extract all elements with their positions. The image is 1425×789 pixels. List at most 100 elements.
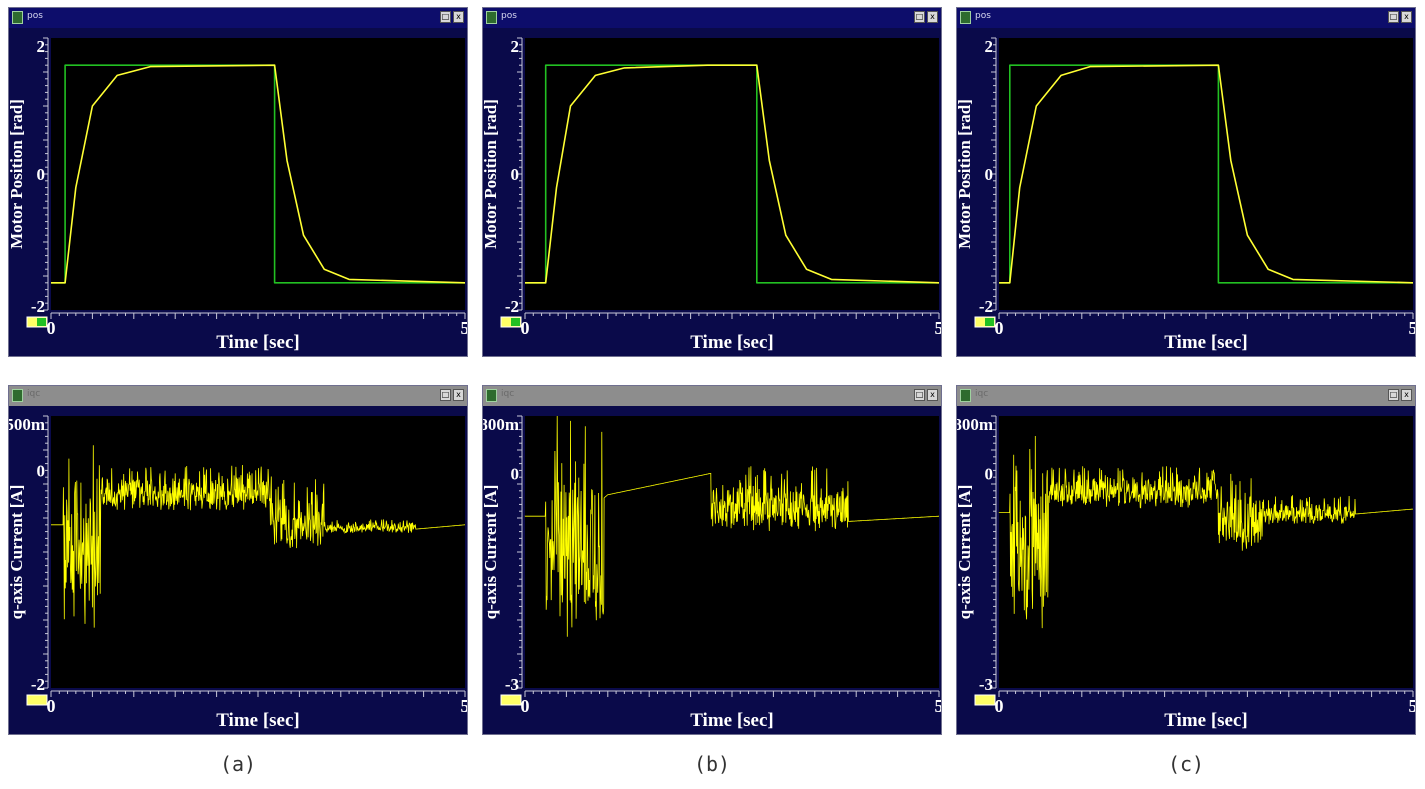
x-tick-label: 5 [1409,318,1416,338]
close-button[interactable]: x [927,11,938,23]
plot-area [999,38,1413,310]
window-app-icon [12,389,23,402]
close-button[interactable]: x [453,11,464,23]
plot-window-b-iqc: iqc □ x 0 5 800m 0 -3 Time [sec] q-axis Curren… [482,385,942,735]
window-title: iqc [975,389,989,399]
legend-swatch [26,694,48,706]
x-tick-label: 0 [521,318,530,338]
y-axis-label: Motor Position [rad] [483,99,500,249]
y-tick-label: 2 [985,37,994,56]
x-tick-label: 5 [461,696,468,716]
plot-window-a-pos: pos □ x 0 5 2 0 -2 Time [sec] Motor Position [… [8,7,468,357]
maximize-button[interactable]: □ [1388,389,1399,401]
x-axis-label: Time [sec] [216,710,300,731]
window-app-icon [960,11,971,24]
window-title: iqc [27,389,41,399]
x-axis-label: Time [sec] [690,332,774,353]
close-button[interactable]: x [1401,389,1412,401]
y-tick-label: -3 [505,675,519,694]
x-axis-label: Time [sec] [1164,332,1248,353]
plot-window-a-iqc: iqc □ x 0 5 500m 0 -2 Time [sec] q-axis Curren… [8,385,468,735]
x-tick-label: 0 [995,318,1004,338]
plot-area [51,38,465,310]
plot-area [51,416,465,688]
window-titlebar[interactable]: iqc □ x [483,386,941,406]
window-app-icon [12,11,23,24]
series-response-line [525,64,940,284]
close-button[interactable]: x [927,389,938,401]
series-current-line [51,445,465,628]
series-response-line [51,64,466,284]
y-tick-label: 0 [985,464,994,483]
plot-window-c-iqc: iqc □ x 0 5 800m 0 -3 Time [sec] q-axis Curren… [956,385,1416,735]
window-titlebar[interactable]: pos □ x [9,8,467,28]
window-title: pos [501,11,517,21]
maximize-button[interactable]: □ [440,11,451,23]
x-tick-label: 0 [521,696,530,716]
window-app-icon [486,389,497,402]
plot-area [525,38,939,310]
window-titlebar[interactable]: pos □ x [957,8,1415,28]
y-tick-label: 0 [985,165,994,184]
legend-swatch [500,316,522,328]
y-axis-label: q-axis Current [A] [483,485,500,620]
plot-window-c-pos: pos □ x 0 5 2 0 -2 Time [sec] Motor Position [… [956,7,1416,357]
y-tick-label: -3 [979,675,993,694]
legend-swatch [974,316,996,328]
y-tick-label: 0 [511,464,520,483]
y-axis-label: q-axis Current [A] [957,485,974,620]
series-current-line [524,415,939,637]
caption-a: (a) [219,752,257,776]
caption-b: (b) [693,752,731,776]
close-button[interactable]: x [1401,11,1412,23]
window-app-icon [960,389,971,402]
maximize-button[interactable]: □ [440,389,451,401]
y-tick-label: -2 [31,675,45,694]
window-app-icon [486,11,497,24]
close-button[interactable]: x [453,389,464,401]
x-tick-label: 5 [1409,696,1416,716]
y-tick-label: 0 [511,165,520,184]
x-tick-label: 5 [461,318,468,338]
series-response-line [999,64,1414,284]
x-tick-label: 5 [935,696,942,716]
x-axis-label: Time [sec] [216,332,300,353]
window-title: pos [27,11,43,21]
legend-swatch [974,694,996,706]
y-tick-label: 2 [37,37,46,56]
y-tick-label: -2 [979,297,993,316]
y-tick-label: 0 [37,461,46,480]
window-titlebar[interactable]: iqc □ x [957,386,1415,406]
window-title: iqc [501,389,515,399]
y-axis-label: Motor Position [rad] [9,99,26,249]
maximize-button[interactable]: □ [914,389,925,401]
window-titlebar[interactable]: pos □ x [483,8,941,28]
y-tick-label: 500m [9,415,45,434]
y-tick-label: -2 [31,297,45,316]
plot-area [525,416,939,688]
x-tick-label: 0 [995,696,1004,716]
plot-area [999,416,1413,688]
x-tick-label: 0 [47,696,56,716]
legend-swatch [26,316,48,328]
maximize-button[interactable]: □ [914,11,925,23]
y-tick-label: 2 [511,37,520,56]
x-axis-label: Time [sec] [690,710,774,731]
window-titlebar[interactable]: iqc □ x [9,386,467,406]
x-tick-label: 0 [47,318,56,338]
series-current-line [998,435,1413,629]
y-axis-label: Motor Position [rad] [957,99,974,249]
maximize-button[interactable]: □ [1388,11,1399,23]
y-tick-label: 800m [483,415,519,434]
legend-swatch [500,694,522,706]
caption-c: (c) [1167,752,1205,776]
y-tick-label: 0 [37,165,46,184]
y-tick-label: 800m [957,415,993,434]
plot-window-b-pos: pos □ x 0 5 2 0 -2 Time [sec] Motor Position [… [482,7,942,357]
